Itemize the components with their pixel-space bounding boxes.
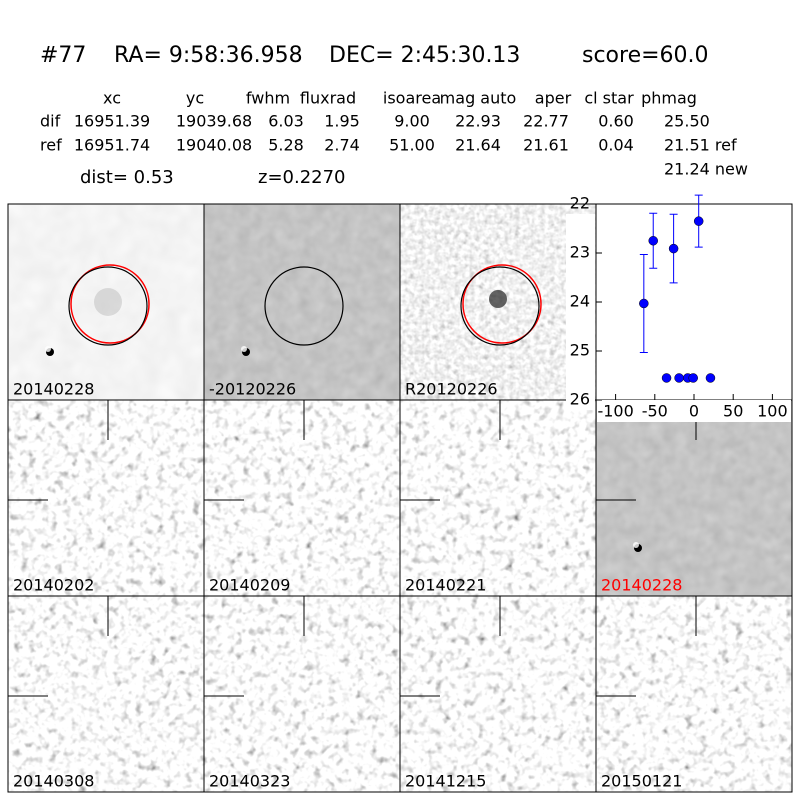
x-tick-label: 0	[689, 402, 699, 421]
image-panel	[8, 204, 204, 400]
header: #77 RA= 9:58:36.958 DEC= 2:45:30.13 score=6…	[40, 43, 748, 188]
column-header: xc	[103, 89, 121, 108]
panel-label: -20120226	[209, 380, 296, 399]
image-panel	[204, 204, 400, 400]
cell: 16951.39	[74, 112, 150, 131]
panel-label: 20140228	[13, 380, 94, 399]
artifact	[241, 346, 247, 352]
x-tick-label: -50	[642, 402, 668, 421]
panel-frame	[595, 595, 793, 793]
image-panel	[204, 596, 400, 792]
y-tick-label: 23	[570, 243, 590, 262]
label-strip	[566, 214, 595, 410]
cell: 9.00	[394, 112, 430, 131]
image-panel	[596, 596, 792, 792]
cell: 21.64	[455, 136, 501, 155]
cell: 22.77	[523, 112, 569, 131]
cell: 21.24 new	[664, 160, 748, 179]
data-point	[688, 373, 698, 383]
aperture-ref	[462, 264, 542, 344]
cell: 1.95	[324, 112, 360, 131]
image-panel	[400, 596, 596, 792]
aperture	[68, 266, 148, 346]
dec: DEC= 2:45:30.13	[329, 43, 520, 68]
plot-area	[595, 203, 793, 401]
distance: dist= 0.53	[80, 167, 174, 188]
cell: 25.50	[664, 112, 710, 131]
cell: 21.61	[523, 136, 569, 155]
panel-label: 20140221	[405, 576, 486, 595]
y-tick-label: 22	[570, 194, 590, 213]
panel-label: R20120226	[405, 380, 498, 399]
panel-label: 20150121	[601, 772, 682, 791]
column-header: cl star	[584, 89, 634, 108]
column-header: fluxrad	[300, 89, 356, 108]
score: score=60.0	[582, 43, 709, 68]
ra: RA= 9:58:36.958	[114, 43, 303, 68]
column-header: fwhm	[246, 89, 290, 108]
redshift: z=0.2270	[258, 167, 346, 188]
data-point	[648, 236, 658, 246]
data-point	[661, 373, 672, 383]
column-header: phmag	[641, 89, 697, 108]
cell: 2.74	[324, 136, 360, 155]
data-point	[668, 243, 679, 254]
cell: 0.04	[598, 136, 634, 155]
lightcurve: 22 23 24 25 26 -100 -50 0 50 100	[566, 194, 793, 422]
panel-label: 20140228	[601, 576, 682, 595]
y-tick-label: 24	[570, 292, 590, 311]
image-grid: 20140228 -20120226 R20120226 20140202 201402…	[7, 203, 793, 793]
cell: 0.60	[598, 112, 634, 131]
data-point	[674, 373, 684, 383]
aperture	[460, 266, 540, 346]
panel-label: 20140308	[13, 772, 94, 791]
object-id: #77	[40, 43, 86, 68]
x-tick-label: 50	[723, 402, 743, 421]
image-panel	[400, 400, 596, 596]
aperture-ref	[70, 264, 150, 344]
column-header: aper	[535, 89, 572, 108]
panel-label: 20141215	[405, 772, 486, 791]
cell: 6.03	[268, 112, 304, 131]
row-label: ref	[40, 136, 62, 155]
column-header: yc	[186, 89, 204, 108]
image-panel	[8, 400, 204, 596]
column-header: mag auto	[440, 89, 517, 108]
panel-label: 20140202	[13, 576, 94, 595]
image-panel	[596, 400, 792, 596]
panel-label: 20140323	[209, 772, 290, 791]
artifact	[45, 346, 51, 352]
artifact	[633, 542, 639, 548]
data-point	[639, 298, 649, 309]
image-panel	[8, 596, 204, 792]
data-point	[705, 373, 716, 383]
column-header: isoarea	[383, 89, 441, 108]
cell: 19040.08	[176, 136, 252, 155]
image-panel	[204, 400, 400, 596]
cell: 51.00	[389, 136, 435, 155]
row-label: dif	[40, 112, 61, 131]
label-strip	[597, 400, 791, 422]
aperture	[264, 266, 344, 346]
cell: 19039.68	[176, 112, 252, 131]
panel-label: 20140209	[209, 576, 290, 595]
source	[489, 290, 507, 308]
x-tick-label: -100	[597, 402, 633, 421]
source	[94, 288, 122, 316]
y-tick-label: 26	[570, 390, 590, 409]
cell: 16951.74	[74, 136, 150, 155]
cell: 22.93	[455, 112, 501, 131]
x-tick-label: 100	[757, 402, 788, 421]
cell: 5.28	[268, 136, 304, 155]
cell: 21.51 ref	[664, 136, 737, 155]
y-tick-label: 25	[570, 341, 590, 360]
data-point	[693, 216, 704, 226]
